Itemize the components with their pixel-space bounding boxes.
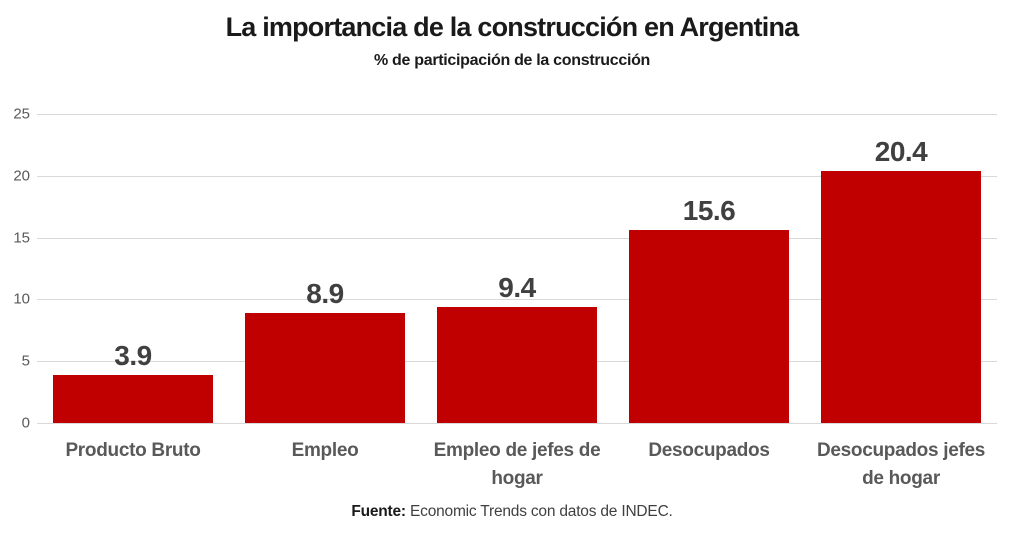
source-note: Fuente: Economic Trends con datos de IND… — [0, 503, 1024, 521]
bar-value-label: 20.4 — [874, 135, 928, 167]
chart-title: La importancia de la construcción en Arg… — [225, 12, 800, 42]
x-axis-labels: Producto Bruto Empleo Empleo de jefes de h… — [37, 437, 997, 492]
gridline — [37, 237, 997, 239]
bar — [437, 306, 597, 423]
bar-slot: 8.9 — [229, 114, 421, 423]
x-category-label: Empleo de jefes de hogar — [433, 440, 601, 489]
bar — [245, 313, 405, 423]
gridline — [37, 423, 997, 424]
bar-value-label: 9.4 — [498, 271, 536, 303]
y-tick-label: 10 — [13, 290, 30, 308]
bar-slot: 3.9 — [37, 114, 229, 423]
y-tick-label: 0 — [21, 414, 30, 432]
bar — [629, 230, 789, 423]
source-text: Economic Trends con datos de INDEC. — [405, 503, 673, 520]
chart-subtitle: % de participación de la construcción — [373, 52, 651, 69]
bars-layer: 3.9 8.9 9.4 15.6 20.4 — [37, 114, 997, 423]
x-category-label: Desocupados jefes de hogar — [816, 440, 986, 489]
y-tick-label: 25 — [13, 105, 30, 123]
gridline — [37, 299, 997, 301]
source-label: Fuente: — [351, 503, 406, 520]
y-tick-label: 15 — [13, 229, 30, 247]
x-category-label: Desocupados — [648, 440, 770, 461]
y-tick-label: 20 — [13, 167, 30, 185]
bar — [53, 374, 213, 423]
bar — [821, 170, 981, 423]
gridline — [37, 175, 997, 177]
bar-slot: 20.4 — [805, 114, 997, 423]
bar-value-label: 3.9 — [114, 339, 152, 371]
x-category-label: Producto Bruto — [65, 440, 201, 461]
bar-value-label: 8.9 — [306, 278, 344, 309]
plot-area: 0 5 10 15 20 25 3.9 8.9 9.4 15.6 20.4 — [13, 106, 997, 432]
bar-value-label: 15.6 — [682, 195, 736, 227]
bar-slot: 9.4 — [421, 114, 613, 423]
y-tick-label: 5 — [21, 352, 30, 370]
x-category-label: Empleo — [291, 440, 359, 461]
gridline — [37, 114, 997, 115]
bar-slot: 15.6 — [613, 114, 805, 423]
